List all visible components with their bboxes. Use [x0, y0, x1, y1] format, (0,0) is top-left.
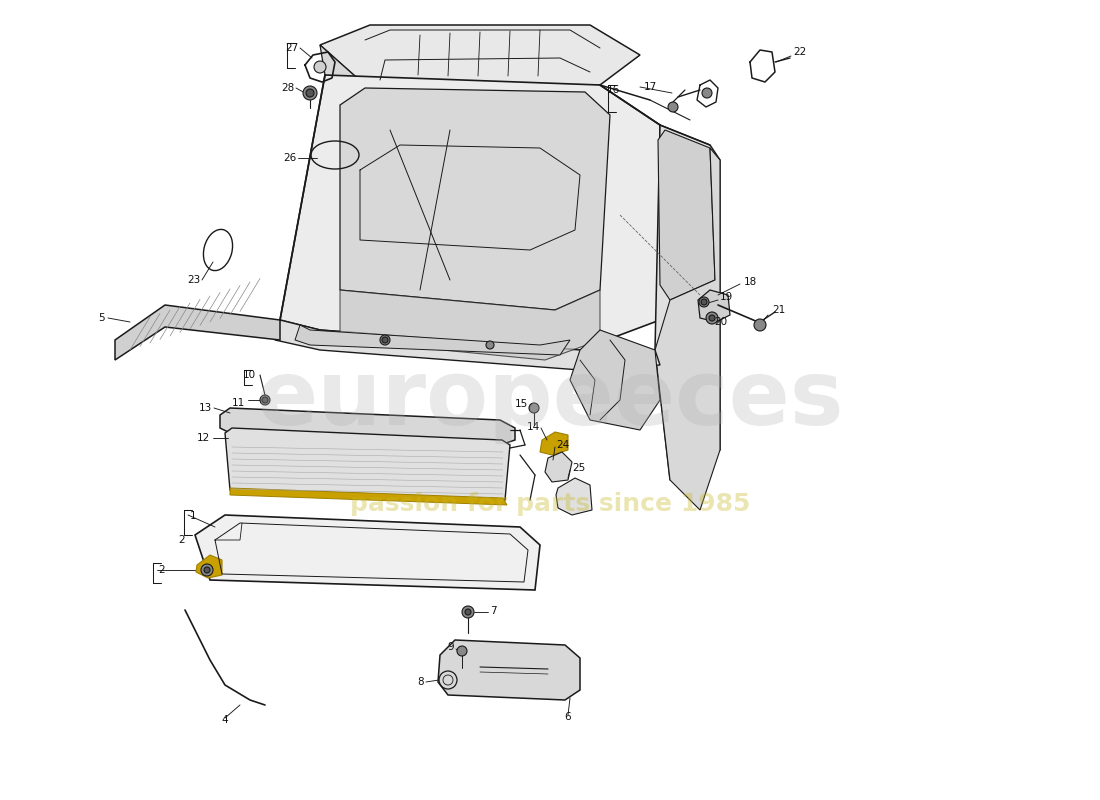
Text: 16: 16 — [607, 85, 620, 95]
Circle shape — [668, 102, 678, 112]
Text: 13: 13 — [199, 403, 212, 413]
Circle shape — [754, 319, 766, 331]
Polygon shape — [280, 75, 660, 350]
Polygon shape — [654, 125, 720, 480]
Polygon shape — [698, 290, 730, 322]
Polygon shape — [658, 130, 715, 300]
Text: 26: 26 — [283, 153, 296, 163]
Text: 20: 20 — [714, 317, 727, 327]
Polygon shape — [295, 325, 570, 355]
Circle shape — [465, 609, 471, 615]
Circle shape — [382, 337, 388, 343]
Text: passion for parts since 1985: passion for parts since 1985 — [350, 492, 750, 516]
Text: 8: 8 — [417, 677, 424, 687]
Text: 10: 10 — [243, 370, 256, 380]
Circle shape — [486, 341, 494, 349]
Text: 24: 24 — [556, 440, 570, 450]
Circle shape — [456, 646, 468, 656]
Text: 4: 4 — [222, 715, 229, 725]
Text: 2: 2 — [178, 535, 185, 545]
Circle shape — [710, 315, 715, 321]
Text: europeeces: europeeces — [256, 356, 844, 444]
Text: 18: 18 — [744, 277, 757, 287]
Circle shape — [706, 312, 718, 324]
Circle shape — [306, 89, 313, 97]
Circle shape — [462, 606, 474, 618]
Polygon shape — [438, 640, 580, 700]
Text: 5: 5 — [98, 313, 104, 323]
Text: 12: 12 — [197, 433, 210, 443]
Text: 7: 7 — [490, 606, 496, 616]
Text: 19: 19 — [720, 292, 734, 302]
Text: 11: 11 — [232, 398, 245, 408]
Circle shape — [314, 61, 326, 73]
Text: 21: 21 — [772, 305, 785, 315]
Polygon shape — [230, 488, 507, 505]
Polygon shape — [195, 515, 540, 590]
Polygon shape — [196, 555, 222, 578]
Circle shape — [702, 88, 712, 98]
Text: 25: 25 — [572, 463, 585, 473]
Polygon shape — [320, 45, 370, 115]
Text: 17: 17 — [644, 82, 658, 92]
Polygon shape — [570, 330, 660, 430]
Circle shape — [379, 335, 390, 345]
Circle shape — [204, 567, 210, 573]
Polygon shape — [320, 25, 640, 85]
Polygon shape — [275, 320, 660, 370]
Polygon shape — [226, 428, 510, 500]
Polygon shape — [544, 452, 572, 482]
Text: 27: 27 — [286, 43, 299, 53]
Text: 2: 2 — [158, 565, 165, 575]
Circle shape — [201, 564, 213, 576]
Polygon shape — [340, 88, 610, 310]
Text: 6: 6 — [564, 712, 571, 722]
Polygon shape — [556, 478, 592, 515]
Text: 22: 22 — [793, 47, 806, 57]
Text: 15: 15 — [515, 399, 528, 409]
Polygon shape — [116, 305, 280, 360]
Text: 1: 1 — [189, 511, 196, 521]
Text: 28: 28 — [280, 83, 294, 93]
Text: 23: 23 — [187, 275, 200, 285]
Circle shape — [302, 86, 317, 100]
Text: 9: 9 — [448, 642, 454, 652]
Circle shape — [529, 403, 539, 413]
Text: 14: 14 — [527, 422, 540, 432]
Circle shape — [698, 297, 710, 307]
Polygon shape — [654, 148, 720, 510]
Polygon shape — [540, 432, 568, 455]
Circle shape — [260, 395, 270, 405]
Polygon shape — [340, 290, 600, 360]
Circle shape — [701, 299, 707, 305]
Circle shape — [262, 397, 268, 403]
Polygon shape — [220, 408, 515, 445]
